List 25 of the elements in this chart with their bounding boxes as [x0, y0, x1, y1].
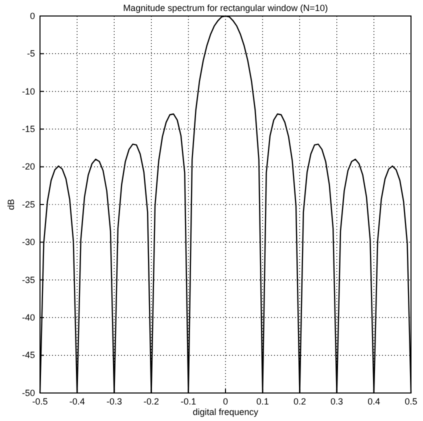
y-tick-label: -40	[22, 312, 35, 322]
x-tick-label: -0.1	[180, 396, 196, 406]
chart-title: Magnitude spectrum for rectangular window (N=10)	[123, 3, 328, 13]
x-tick-label: 0.5	[404, 396, 418, 406]
y-tick-label: -30	[22, 237, 35, 248]
y-tick-label: -15	[22, 124, 35, 134]
y-tick-label: -20	[22, 162, 35, 172]
y-tick-label: 0	[30, 10, 35, 21]
y-tick-label: -45	[22, 350, 35, 360]
x-tick-label: -0.4	[69, 396, 85, 406]
x-tick-label: 0.2	[293, 396, 306, 406]
y-tick-label: -5	[26, 48, 35, 59]
x-axis-title: digital frequency	[192, 407, 259, 417]
x-tick-label: -0.5	[32, 396, 48, 406]
x-tick-label: 0.1	[256, 396, 269, 406]
y-tick-label: -35	[22, 274, 35, 285]
x-tick-label: 0.3	[330, 396, 344, 406]
y-tick-label: -10	[22, 86, 35, 96]
x-tick-label: 0	[222, 396, 228, 406]
x-tick-label: -0.3	[106, 396, 122, 406]
y-axis-title: dB	[6, 198, 16, 210]
y-tick-label: -25	[22, 199, 35, 210]
x-tick-label: 0.4	[368, 396, 380, 406]
x-tick-label: -0.2	[144, 396, 160, 406]
y-tick-label: -50	[22, 388, 35, 398]
